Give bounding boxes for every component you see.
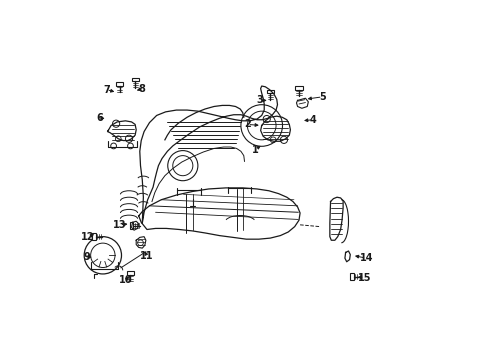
Bar (92, 233, 96, 240)
Text: 6: 6 (96, 113, 102, 123)
Text: 7: 7 (103, 85, 110, 95)
Text: 11: 11 (140, 251, 153, 261)
Text: 15: 15 (357, 273, 370, 283)
Text: 3: 3 (256, 95, 263, 105)
Text: 12: 12 (81, 232, 94, 242)
Text: 13: 13 (113, 220, 126, 230)
Bar (266, 90, 273, 93)
Bar (116, 82, 123, 86)
Bar (295, 86, 302, 90)
Bar (349, 273, 353, 280)
Bar (129, 222, 133, 229)
Text: 9: 9 (83, 252, 90, 262)
Text: 1: 1 (251, 144, 258, 154)
Text: 14: 14 (359, 253, 372, 263)
Text: 2: 2 (244, 120, 250, 129)
Bar (132, 78, 139, 81)
Bar (126, 271, 134, 275)
Text: 4: 4 (309, 115, 316, 125)
Text: 8: 8 (139, 84, 145, 94)
Text: 5: 5 (319, 92, 325, 102)
Text: 10: 10 (119, 275, 133, 285)
